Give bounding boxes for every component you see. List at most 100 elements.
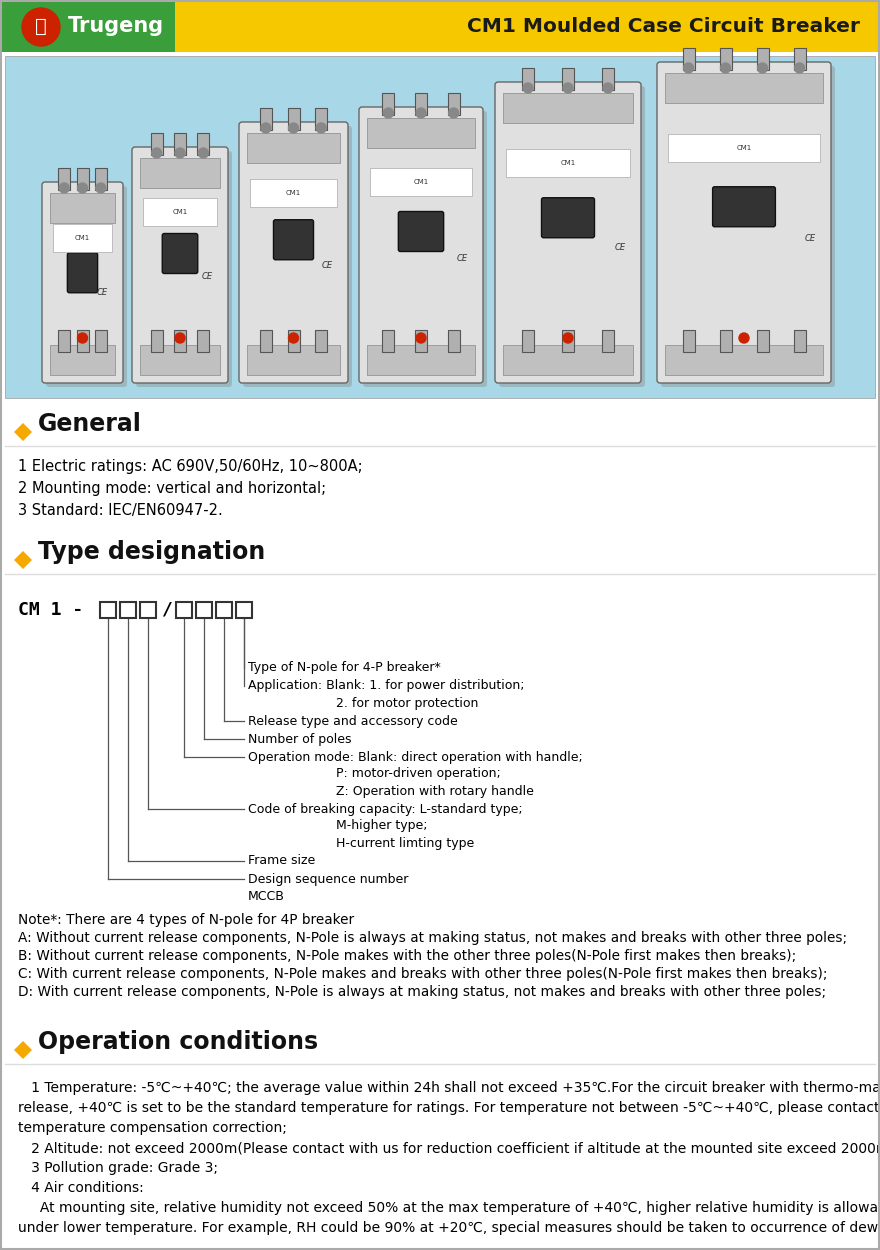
Text: 2. for motor protection: 2. for motor protection xyxy=(248,696,479,710)
Bar xyxy=(315,330,327,352)
Text: Z: Operation with rotary handle: Z: Operation with rotary handle xyxy=(248,785,534,798)
Bar xyxy=(77,330,89,352)
Text: temperature compensation correction;: temperature compensation correction; xyxy=(18,1121,287,1135)
Text: CE: CE xyxy=(804,234,816,242)
Circle shape xyxy=(59,182,70,192)
Bar xyxy=(683,330,694,352)
Text: MCCB: MCCB xyxy=(248,890,285,904)
Circle shape xyxy=(523,82,533,92)
FancyBboxPatch shape xyxy=(243,126,352,388)
Bar xyxy=(503,92,633,123)
Circle shape xyxy=(96,182,106,192)
Circle shape xyxy=(198,148,209,158)
Text: under lower temperature. For example, RH could be 90% at +20℃, special measures : under lower temperature. For example, RH… xyxy=(18,1221,880,1235)
FancyBboxPatch shape xyxy=(541,198,595,238)
Bar xyxy=(757,330,768,352)
Bar xyxy=(216,602,232,618)
Bar xyxy=(382,330,394,352)
Text: 2 Altitude: not exceed 2000m(Please contact with us for reduction coefficient if: 2 Altitude: not exceed 2000m(Please cont… xyxy=(18,1141,880,1155)
Bar xyxy=(720,48,731,70)
Bar xyxy=(58,330,70,352)
Text: CM1: CM1 xyxy=(172,209,187,215)
Text: Operation conditions: Operation conditions xyxy=(38,1030,319,1054)
Text: CE: CE xyxy=(202,272,213,281)
Text: Release type and accessory code: Release type and accessory code xyxy=(248,715,458,727)
Bar xyxy=(665,72,823,102)
Bar xyxy=(58,168,70,190)
Bar xyxy=(150,330,163,352)
Circle shape xyxy=(563,82,573,92)
FancyBboxPatch shape xyxy=(274,220,313,260)
Text: CM1: CM1 xyxy=(286,190,301,196)
Circle shape xyxy=(316,122,326,132)
Bar xyxy=(197,330,209,352)
Circle shape xyxy=(175,148,185,158)
Bar xyxy=(448,92,459,115)
Bar xyxy=(415,330,427,352)
Text: 1 Temperature: -5℃~+40℃; the average value within 24h shall not exceed +35℃.For : 1 Temperature: -5℃~+40℃; the average val… xyxy=(18,1081,880,1095)
Circle shape xyxy=(384,107,393,118)
Text: B: Without current release components, N-Pole makes with the other three poles(N: B: Without current release components, N… xyxy=(18,949,796,962)
Bar xyxy=(260,107,272,130)
Bar xyxy=(794,330,805,352)
Bar xyxy=(140,602,156,618)
Text: CM1: CM1 xyxy=(75,235,90,241)
Circle shape xyxy=(758,62,767,72)
Bar xyxy=(53,224,112,251)
Bar xyxy=(448,330,459,352)
Polygon shape xyxy=(14,1041,32,1059)
Text: General: General xyxy=(38,412,142,436)
Bar xyxy=(602,330,614,352)
Bar xyxy=(506,149,630,176)
Bar xyxy=(196,602,212,618)
Circle shape xyxy=(739,332,749,342)
Text: Type designation: Type designation xyxy=(38,540,265,564)
Text: CM1: CM1 xyxy=(561,160,576,166)
Circle shape xyxy=(684,62,693,72)
Circle shape xyxy=(603,82,613,92)
Text: CE: CE xyxy=(321,261,333,270)
Bar xyxy=(367,345,475,375)
Circle shape xyxy=(289,122,298,132)
FancyBboxPatch shape xyxy=(136,151,232,388)
Bar xyxy=(50,192,115,222)
Bar xyxy=(197,132,209,155)
Bar xyxy=(5,56,875,398)
Bar xyxy=(757,48,768,70)
Bar xyxy=(77,168,89,190)
FancyBboxPatch shape xyxy=(42,182,123,382)
Bar xyxy=(288,330,299,352)
Circle shape xyxy=(721,62,730,72)
Text: Ⓣ: Ⓣ xyxy=(35,16,47,35)
Bar xyxy=(503,345,633,375)
Text: CM1 Moulded Case Circuit Breaker: CM1 Moulded Case Circuit Breaker xyxy=(467,16,860,35)
Text: Design sequence number: Design sequence number xyxy=(248,872,408,885)
Circle shape xyxy=(416,332,426,342)
Circle shape xyxy=(175,332,185,342)
Text: H-current limting type: H-current limting type xyxy=(248,836,474,850)
Circle shape xyxy=(416,107,426,118)
Circle shape xyxy=(563,332,573,342)
Bar xyxy=(247,132,340,162)
Bar xyxy=(250,179,337,206)
Text: Frame size: Frame size xyxy=(248,855,315,868)
Text: CM 1 -: CM 1 - xyxy=(18,601,84,619)
Bar xyxy=(288,107,299,130)
Bar xyxy=(522,68,534,90)
Text: Application: Blank: 1. for power distribution;: Application: Blank: 1. for power distrib… xyxy=(248,680,524,692)
Text: CE: CE xyxy=(97,288,107,296)
FancyBboxPatch shape xyxy=(239,122,348,382)
Text: A: Without current release components, N-Pole is always at making status, not ma: A: Without current release components, N… xyxy=(18,931,847,945)
Bar xyxy=(522,330,534,352)
Text: CM1: CM1 xyxy=(414,179,429,185)
Text: Operation mode: Blank: direct operation with handle;: Operation mode: Blank: direct operation … xyxy=(248,750,583,764)
FancyBboxPatch shape xyxy=(363,111,487,388)
Circle shape xyxy=(151,148,162,158)
FancyBboxPatch shape xyxy=(657,62,831,382)
Bar xyxy=(367,118,475,148)
Bar xyxy=(143,198,217,225)
FancyBboxPatch shape xyxy=(46,186,127,388)
Circle shape xyxy=(449,107,458,118)
FancyBboxPatch shape xyxy=(399,211,444,251)
Bar xyxy=(120,602,136,618)
